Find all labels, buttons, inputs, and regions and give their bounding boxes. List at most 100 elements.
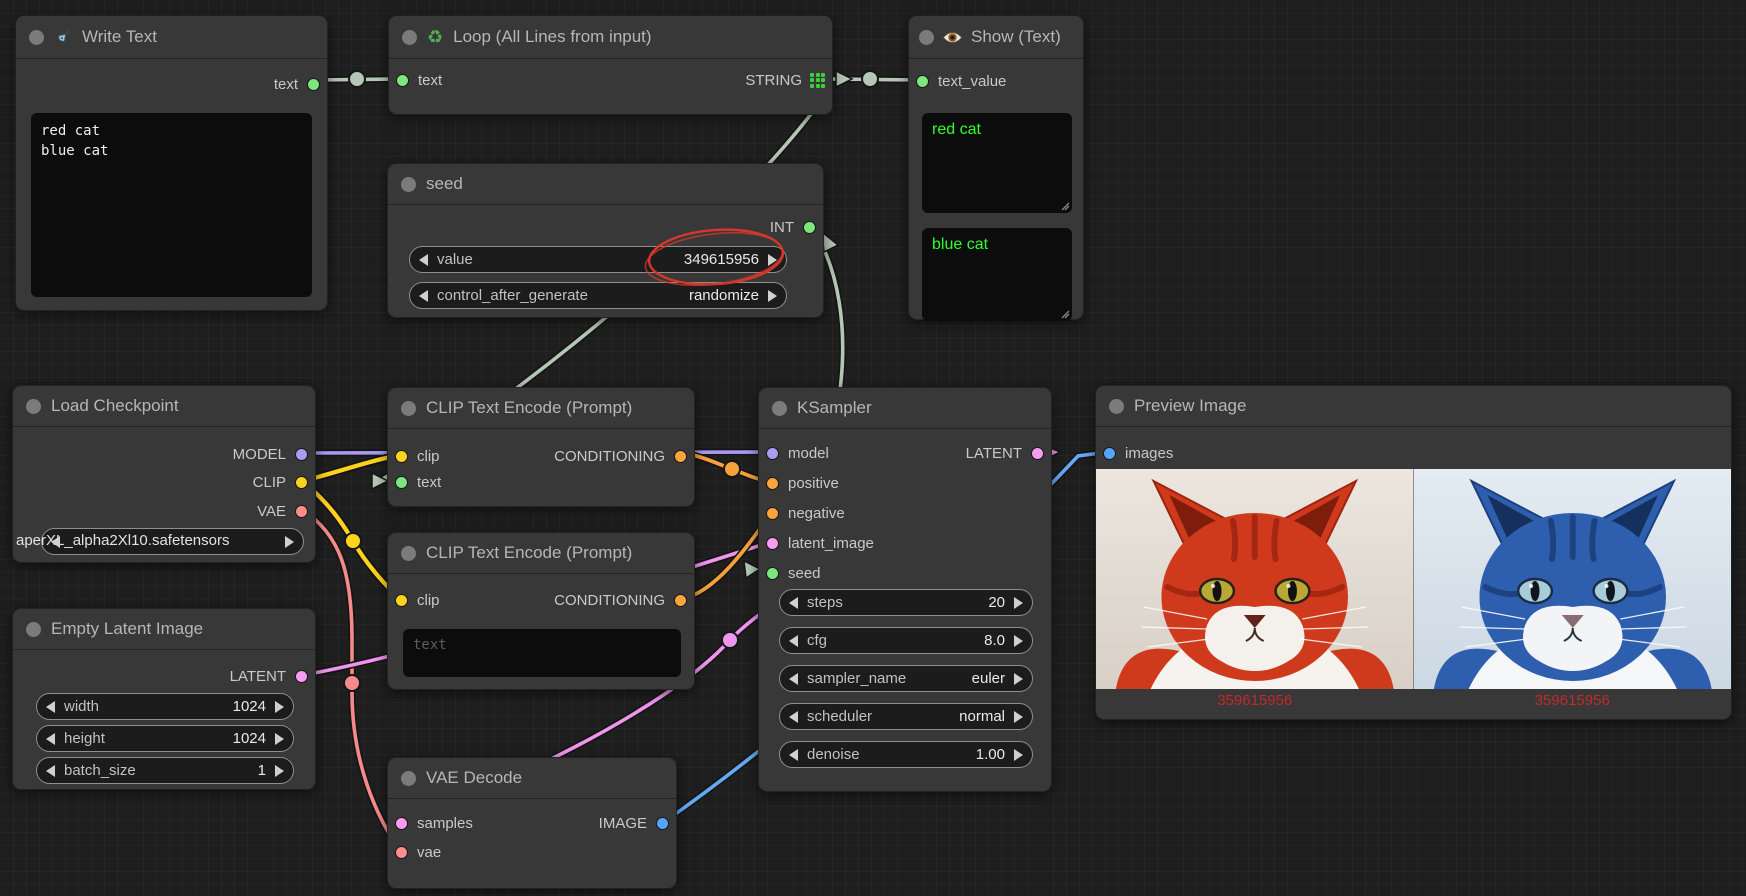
decrement-arrow-icon[interactable] [789, 672, 798, 685]
resize-grip-icon[interactable] [1060, 309, 1070, 319]
output-dot-latent[interactable] [1031, 446, 1044, 460]
input-slot-text[interactable]: text [395, 470, 441, 494]
input-slot-samples[interactable]: samples [395, 811, 473, 835]
input-dot-clip[interactable] [395, 593, 408, 607]
input-slot-seed[interactable]: seed [766, 561, 821, 585]
node-seed[interactable]: seed INT value 349615956 control_after_g… [387, 163, 824, 318]
input-slot-clip[interactable]: clip [395, 588, 440, 612]
collapse-dot[interactable] [401, 400, 416, 416]
input-dot-text[interactable] [395, 475, 408, 489]
decrement-arrow-icon[interactable] [789, 748, 798, 761]
output-slot-vae[interactable]: VAE [257, 499, 308, 523]
output-slot-conditioning[interactable]: CONDITIONING [554, 588, 687, 612]
red-cat-image[interactable] [1096, 469, 1414, 689]
input-dot-images[interactable] [1103, 446, 1116, 460]
input-slot-text-value[interactable]: text_value [916, 69, 1006, 93]
input-dot-negative[interactable] [766, 506, 779, 520]
increment-arrow-icon[interactable] [1014, 710, 1023, 723]
node-ksampler[interactable]: KSampler model LATENT positive negative … [758, 387, 1052, 792]
node-write-text[interactable]: Write Text text red cat blue cat [15, 15, 328, 311]
increment-arrow-icon[interactable] [1014, 596, 1023, 609]
output-slot-string[interactable]: STRING [745, 68, 825, 92]
increment-arrow-icon[interactable] [1014, 748, 1023, 761]
node-show-text[interactable]: Show (Text) text_value red cat blue cat [908, 15, 1084, 321]
text-editor[interactable]: red cat blue cat [31, 113, 312, 297]
input-slot-images[interactable]: images [1103, 441, 1173, 465]
collapse-dot[interactable] [1109, 398, 1124, 414]
reroute-dot[interactable] [723, 460, 741, 478]
collapse-dot[interactable] [401, 770, 416, 786]
node-header[interactable]: CLIP Text Encode (Prompt) [388, 388, 694, 429]
widget-height[interactable]: height 1024 [36, 725, 294, 752]
input-slot-vae[interactable]: vae [395, 840, 441, 864]
collapse-dot[interactable] [401, 545, 416, 561]
decrement-arrow-icon[interactable] [789, 596, 798, 609]
widget-value[interactable]: value 349615956 [409, 246, 787, 273]
output-slot-latent[interactable]: LATENT [966, 441, 1044, 465]
widget-denoise[interactable]: denoise 1.00 [779, 741, 1033, 768]
resize-grip-icon[interactable] [1060, 201, 1070, 211]
decrement-arrow-icon[interactable] [46, 700, 55, 713]
collapse-dot[interactable] [772, 400, 787, 416]
node-clip-text-encode-1[interactable]: CLIP Text Encode (Prompt) clip CONDITION… [387, 387, 695, 507]
next-arrow-icon[interactable] [285, 535, 294, 548]
output-slot-image[interactable]: IMAGE [599, 811, 669, 835]
collapse-dot[interactable] [29, 29, 44, 45]
increment-arrow-icon[interactable] [1014, 672, 1023, 685]
output-dot-latent[interactable] [295, 669, 308, 683]
output-dot-conditioning[interactable] [674, 449, 687, 463]
node-empty-latent-image[interactable]: Empty Latent Image LATENT width 1024 hei… [12, 608, 316, 790]
widget-control-after-generate[interactable]: control_after_generate randomize [409, 282, 787, 309]
collapse-dot[interactable] [401, 176, 416, 192]
show-text-box-2[interactable]: blue cat [922, 228, 1072, 321]
widget-ckpt-name[interactable]: aperXL_alpha2Xl10.safetensors [16, 528, 304, 555]
collapse-dot[interactable] [402, 29, 417, 45]
decrement-arrow-icon[interactable] [789, 710, 798, 723]
input-dot-positive[interactable] [766, 476, 779, 490]
node-header[interactable]: seed [388, 164, 823, 205]
increment-arrow-icon[interactable] [275, 764, 284, 777]
reroute-dot[interactable] [343, 674, 361, 692]
node-header[interactable]: Show (Text) [909, 16, 1083, 59]
decrement-arrow-icon[interactable] [419, 253, 428, 266]
increment-arrow-icon[interactable] [768, 289, 777, 302]
widget-batch-size[interactable]: batch_size 1 [36, 757, 294, 784]
input-dot-samples[interactable] [395, 816, 408, 830]
reroute-dot[interactable] [344, 532, 362, 550]
output-slot-model[interactable]: MODEL [233, 442, 308, 466]
widget-sampler-name[interactable]: sampler_name euler [779, 665, 1033, 692]
input-dot-text-value[interactable] [916, 74, 929, 88]
input-slot-clip[interactable]: clip [395, 444, 440, 468]
node-header[interactable]: Load Checkpoint [13, 386, 315, 427]
decrement-arrow-icon[interactable] [46, 764, 55, 777]
widget-cfg[interactable]: cfg 8.0 [779, 627, 1033, 654]
decrement-arrow-icon[interactable] [46, 732, 55, 745]
reroute-dot[interactable] [348, 70, 366, 88]
prompt-textarea[interactable]: text [403, 629, 681, 677]
node-header[interactable]: Empty Latent Image [13, 609, 315, 650]
increment-arrow-icon[interactable] [275, 700, 284, 713]
input-slot-model[interactable]: model [766, 441, 829, 465]
output-slot-conditioning[interactable]: CONDITIONING [554, 444, 687, 468]
input-dot-seed[interactable] [766, 566, 779, 580]
blue-cat-image[interactable] [1413, 469, 1732, 689]
node-header[interactable]: ♻ Loop (All Lines from input) [389, 16, 832, 59]
widget-scheduler[interactable]: scheduler normal [779, 703, 1033, 730]
node-header[interactable]: KSampler [759, 388, 1051, 429]
output-dot-clip[interactable] [295, 475, 308, 489]
prev-arrow-icon[interactable] [51, 535, 60, 548]
widget-steps[interactable]: steps 20 [779, 589, 1033, 616]
output-dot-model[interactable] [295, 447, 308, 461]
output-dot-text[interactable] [307, 77, 320, 91]
output-slot-latent[interactable]: LATENT [230, 664, 308, 688]
node-header[interactable]: Write Text [16, 16, 327, 59]
output-slot-text[interactable]: text [274, 72, 320, 96]
node-load-checkpoint[interactable]: Load Checkpoint MODEL CLIP VAE aperXL_al… [12, 385, 316, 563]
output-slot-clip[interactable]: CLIP [253, 470, 308, 494]
collapse-dot[interactable] [26, 398, 41, 414]
input-slot-negative[interactable]: negative [766, 501, 845, 525]
input-dot-clip[interactable] [395, 449, 408, 463]
show-text-box-1[interactable]: red cat [922, 113, 1072, 213]
reroute-dot[interactable] [721, 631, 739, 649]
increment-arrow-icon[interactable] [1014, 634, 1023, 647]
